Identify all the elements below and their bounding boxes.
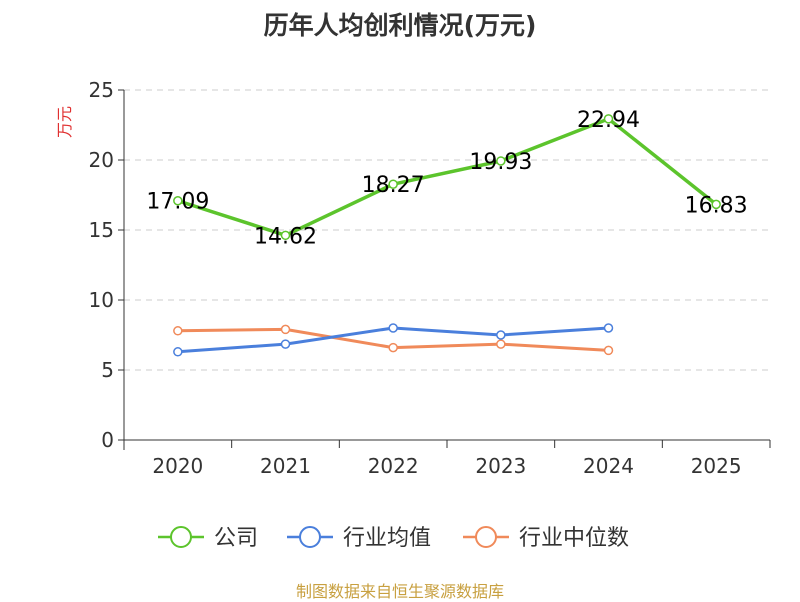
data-point[interactable]: [603, 114, 614, 124]
series-lines: [173, 114, 721, 357]
data-point[interactable]: [603, 323, 614, 333]
legend-item[interactable]: 行业中位数: [463, 526, 629, 551]
x-tick-label: 2020: [152, 454, 203, 478]
data-point[interactable]: [388, 342, 398, 353]
legend-item[interactable]: 公司: [158, 526, 258, 551]
x-tick-label: 2023: [475, 454, 526, 478]
data-point[interactable]: [711, 199, 721, 210]
y-tick-label: 15: [89, 218, 114, 242]
y-tick-label: 0: [101, 428, 114, 452]
data-point[interactable]: [173, 326, 183, 336]
x-tick-label: 2024: [583, 454, 634, 478]
y-tick-label: 25: [89, 78, 114, 102]
data-label: 17.09: [146, 190, 209, 215]
data-label: 22.94: [577, 108, 640, 133]
data-point[interactable]: [280, 324, 291, 335]
data-point[interactable]: [173, 347, 183, 357]
legend-marker-icon: [170, 526, 192, 548]
data-point[interactable]: [603, 345, 614, 356]
data-point[interactable]: [280, 339, 291, 349]
chart-title: 历年人均创利情况(万元): [263, 11, 537, 40]
data-label: 19.93: [469, 150, 532, 175]
legend[interactable]: 公司 行业均值 行业中位数: [158, 526, 629, 551]
series-line: [177, 117, 718, 238]
data-point[interactable]: [496, 339, 506, 349]
legend-item[interactable]: 行业均值: [287, 526, 431, 551]
data-point[interactable]: [280, 230, 291, 241]
data-labels: 17.09 14.62 18.27 19.93 22.94 16.83: [146, 108, 747, 249]
y-tick-label: 10: [89, 288, 114, 312]
y-tick-label: 20: [89, 148, 114, 172]
data-label: 16.83: [685, 193, 748, 218]
source-note: 制图数据来自恒生聚源数据库: [295, 582, 504, 601]
series-0: [173, 114, 721, 241]
legend-marker-icon: [299, 526, 321, 548]
series-2: [173, 324, 614, 356]
legend-label: 公司: [214, 526, 258, 551]
grid-lines: [124, 89, 770, 371]
y-tick-label: 5: [101, 358, 114, 382]
series-1: [173, 323, 614, 357]
legend-marker-icon: [475, 526, 497, 548]
x-tick-label: 2025: [691, 454, 742, 478]
y-axis-label: 万元: [55, 106, 74, 138]
data-point[interactable]: [388, 179, 398, 189]
data-point[interactable]: [173, 195, 183, 206]
data-label: 14.62: [254, 224, 317, 249]
data-label: 18.27: [362, 173, 425, 198]
x-tick-label: 2022: [368, 454, 419, 478]
legend-label: 行业均值: [343, 526, 431, 551]
data-point[interactable]: [496, 156, 506, 166]
data-point[interactable]: [388, 323, 398, 333]
legend-label: 行业中位数: [519, 526, 629, 551]
data-point[interactable]: [496, 330, 506, 340]
x-tick-label: 2021: [260, 454, 311, 478]
